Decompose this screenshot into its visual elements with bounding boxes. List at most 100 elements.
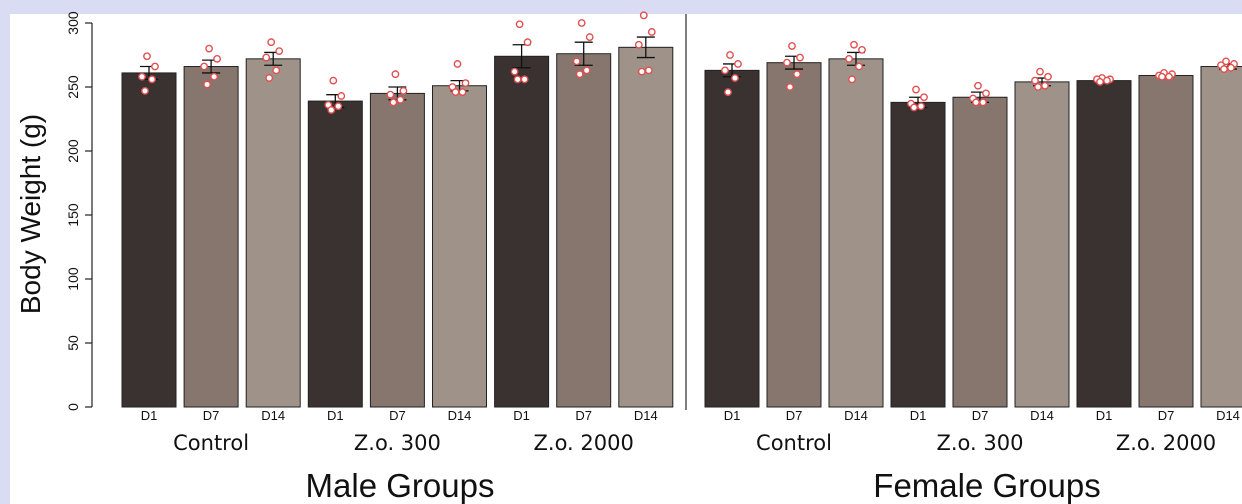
bar-label: D1: [910, 408, 927, 423]
y-tick-label: 250: [65, 75, 81, 99]
bar: [369, 92, 425, 408]
data-point: [1096, 77, 1104, 86]
data-point: [793, 70, 801, 79]
data-point: [637, 67, 646, 76]
data-point: [647, 28, 656, 36]
bar: [1076, 80, 1132, 408]
data-point: [389, 98, 398, 107]
data-point: [724, 88, 732, 97]
data-point: [262, 53, 271, 62]
data-point: [329, 76, 338, 85]
data-point: [205, 44, 214, 53]
data-point: [265, 74, 274, 82]
bar-label: D7: [786, 408, 803, 423]
data-point: [267, 38, 276, 47]
data-point: [151, 62, 159, 71]
data-point: [520, 75, 529, 84]
y-axis-label: Body Weight (g): [15, 114, 46, 314]
bar-label: D14: [634, 408, 658, 423]
data-point: [582, 66, 591, 75]
bar-label: D1: [1096, 408, 1113, 423]
data-point: [1041, 81, 1049, 90]
y-tick-label: 150: [65, 203, 81, 227]
bar: [618, 46, 674, 408]
bar: [952, 96, 1008, 408]
data-point: [453, 60, 462, 68]
data-point: [451, 88, 460, 97]
y-tick-label: 100: [65, 267, 81, 291]
bar-label: D7: [203, 408, 220, 423]
bar: [556, 53, 612, 408]
data-point: [920, 93, 928, 102]
data-point: [783, 58, 791, 67]
data-point: [577, 19, 586, 27]
bar-label: D1: [327, 408, 344, 423]
bar: [183, 66, 239, 408]
data-point: [731, 74, 739, 82]
data-point: [845, 54, 853, 63]
data-point: [523, 38, 532, 47]
data-point: [458, 88, 467, 97]
data-point: [1034, 83, 1042, 91]
panel-title: Male Groups: [306, 467, 495, 504]
data-point: [734, 60, 742, 68]
data-point: [910, 103, 918, 112]
bar-label: D7: [1158, 408, 1175, 423]
data-point: [1036, 67, 1044, 76]
bar-label: D14: [261, 408, 285, 423]
data-point: [639, 11, 648, 20]
bar: [432, 85, 487, 408]
data-point: [1158, 72, 1166, 81]
bar: [307, 100, 363, 408]
data-point: [515, 20, 524, 29]
bar: [766, 62, 822, 408]
data-point: [1044, 72, 1052, 81]
data-point: [399, 86, 408, 95]
bar: [1138, 74, 1194, 408]
data-point: [979, 98, 987, 107]
data-point: [513, 75, 522, 84]
data-point: [912, 85, 920, 94]
data-point: [585, 33, 594, 41]
data-point: [1165, 72, 1173, 81]
data-point: [858, 45, 866, 54]
data-point: [143, 52, 151, 61]
data-point: [203, 80, 212, 89]
data-point: [327, 106, 336, 114]
panel-title: Female Groups: [873, 467, 1100, 504]
bar: [828, 58, 884, 408]
y-axis: 0 50 100 150 200 250 300: [65, 11, 93, 411]
data-point: [1103, 76, 1111, 85]
data-point: [974, 81, 982, 90]
group-label: Control: [756, 431, 832, 455]
data-point: [917, 102, 925, 111]
y-tick-label: 0: [65, 403, 81, 411]
group-label: Control: [173, 431, 249, 455]
data-point: [138, 72, 146, 81]
data-point: [1227, 63, 1235, 72]
bar: [1200, 66, 1242, 408]
data-point: [575, 70, 584, 79]
bar: [121, 72, 177, 408]
data-point: [391, 70, 400, 79]
data-point: [788, 42, 796, 50]
bar-label: D1: [141, 408, 158, 423]
data-point: [461, 79, 470, 88]
data-point: [386, 90, 395, 99]
bar: [245, 58, 301, 408]
data-point: [855, 62, 863, 71]
bar: [1014, 81, 1070, 408]
bar: [890, 101, 946, 408]
data-point: [572, 57, 581, 66]
group-label: Z.o. 2000: [1116, 431, 1216, 455]
data-point: [786, 83, 794, 91]
data-point: [213, 54, 222, 63]
group-label: Z.o. 300: [354, 431, 441, 455]
bar-label: D14: [1216, 408, 1240, 423]
bar-label: D1: [724, 408, 741, 423]
data-point: [396, 95, 405, 104]
y-tick-label: 300: [65, 11, 81, 35]
bar: [704, 69, 760, 408]
